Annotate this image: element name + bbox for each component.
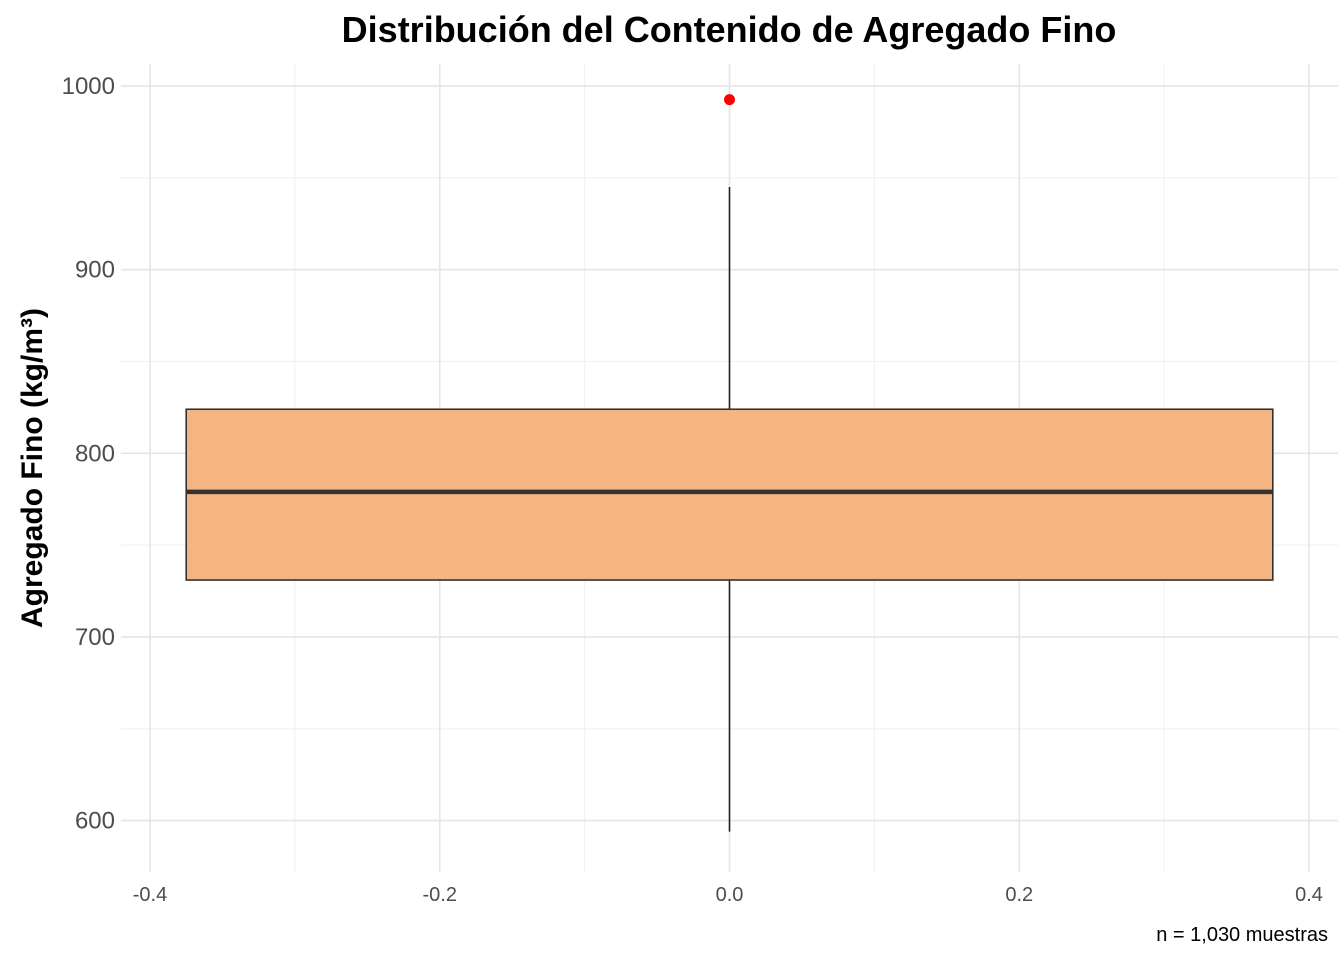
y-tick-label: 900 [75,257,115,284]
y-tick-label: 700 [75,624,115,651]
y-axis-label: Agregado Fino (kg/m³) [16,308,49,628]
chart-title: Distribución del Contenido de Agregado F… [342,9,1117,50]
x-tick-label: 0.4 [1295,884,1323,906]
chart-caption: n = 1,030 muestras [1156,924,1328,946]
y-tick-label: 800 [75,440,115,467]
y-axis-ticks: 600 700 800 900 1000 [62,73,115,835]
box-marks [185,94,1274,832]
x-tick-label: -0.2 [423,884,457,906]
x-axis-ticks: -0.4 -0.2 0.0 0.2 0.4 [133,884,1323,906]
outlier-point [724,94,735,106]
interquartile-box [185,408,1274,581]
y-tick-label: 600 [75,808,115,835]
x-tick-label: 0.0 [716,884,744,906]
y-tick-label: 1000 [62,73,115,100]
x-tick-label: 0.2 [1005,884,1033,906]
x-tick-label: -0.4 [133,884,167,906]
